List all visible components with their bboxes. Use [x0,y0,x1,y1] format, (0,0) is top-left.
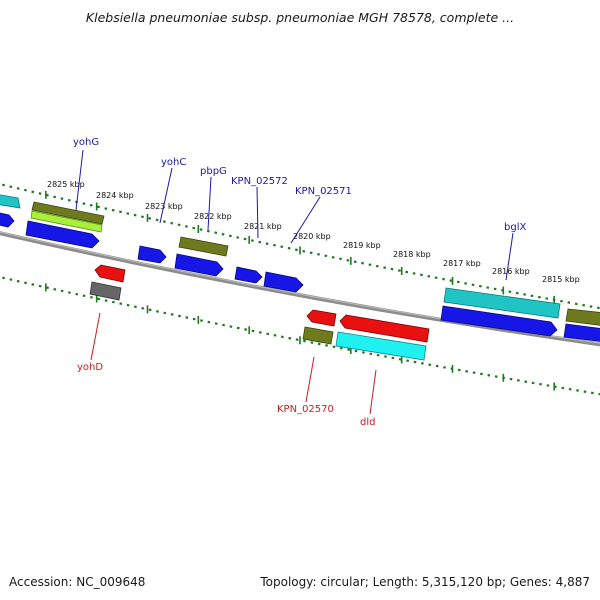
gene-feature[interactable] [263,271,304,293]
gene-feature[interactable] [174,253,224,277]
gene-label-yohD[interactable]: yohD [77,362,103,373]
gene-feature[interactable] [137,245,167,264]
leader-line [75,149,84,211]
gene-labels: yohG yohC pbpG KPN_02572 KPN_02571 bglX … [73,137,526,428]
gene-label-KPN_02570[interactable]: KPN_02570 [277,404,334,415]
gene-feature[interactable] [31,201,105,225]
accession-text: Accession: NC_009648 [9,575,146,589]
leader-line [256,186,259,239]
gene-feature[interactable] [565,308,600,326]
inner-tick-track [0,275,600,396]
gene-feature[interactable] [563,323,600,342]
scale-label: 2817 kbp [443,259,481,268]
scale-label: 2818 kbp [393,250,431,259]
scale-label: 2825 kbp [47,180,85,189]
gene-label-bglX[interactable]: bglX [504,222,526,233]
major-ticks [45,190,555,391]
gene-label-KPN_02571[interactable]: KPN_02571 [295,186,352,197]
genome-summary-text: Topology: circular; Length: 5,315,120 bp… [260,575,590,589]
scale-label: 2821 kbp [244,222,282,231]
gene-feature[interactable] [306,309,337,327]
scale-label: 2815 kbp [542,275,580,284]
leader-line [305,356,315,403]
gene-feature[interactable] [335,331,427,361]
gene-feature[interactable] [339,314,430,343]
gene-label-dld[interactable]: dld [360,417,375,428]
scale-label: 2819 kbp [343,241,381,250]
leader-line [505,232,514,281]
leader-line [369,369,377,415]
gene-feature[interactable] [234,266,263,284]
map-title: Klebsiella pneumoniae subsp. pneumoniae … [85,10,515,25]
gene-feature[interactable] [25,220,100,249]
scale-label: 2822 kbp [194,212,232,221]
gene-label-KPN_02572[interactable]: KPN_02572 [231,176,288,187]
gene-feature[interactable] [0,212,15,228]
gene-feature[interactable] [30,210,103,233]
gene-label-yohC[interactable]: yohC [161,157,186,168]
label-leaders [75,149,514,415]
scale-label: 2820 kbp [293,232,331,241]
gene-feature[interactable] [443,287,561,319]
gene-feature[interactable] [302,326,334,345]
gene-feature[interactable] [89,281,122,301]
gene-feature[interactable] [178,236,229,257]
plus-strand-features [0,194,600,342]
leader-line [290,196,321,244]
scale-label: 2824 kbp [96,191,134,200]
scale-label: 2816 kbp [492,267,530,276]
gene-feature[interactable] [94,264,126,283]
leader-line [207,176,212,231]
leader-line [90,312,101,361]
scale-labels: 2825 kbp 2824 kbp 2823 kbp 2822 kbp 2821… [47,180,580,284]
gene-feature[interactable] [0,194,21,209]
minus-strand-features [89,264,430,361]
gene-label-pbpG[interactable]: pbpG [200,166,227,177]
genome-backbone [0,231,600,347]
gene-label-yohG[interactable]: yohG [73,137,99,148]
gene-feature[interactable] [440,305,558,337]
leader-line [159,167,173,224]
